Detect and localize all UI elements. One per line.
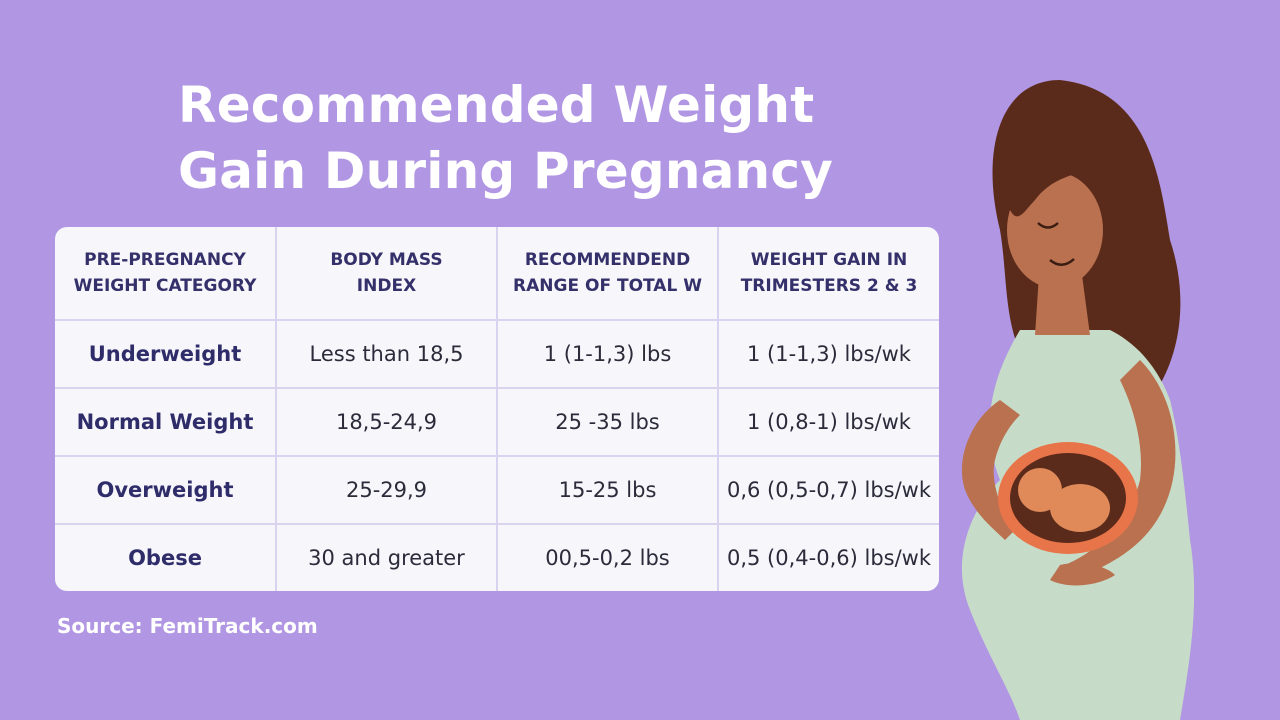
- category-cell: Underweight: [55, 319, 277, 389]
- category-cell: Obese: [55, 523, 277, 591]
- source-credit: Source: FemiTrack.com: [57, 614, 318, 638]
- header-bmi: BODY MASS INDEX: [275, 227, 498, 321]
- total-range-cell: 00,5-0,2 lbs: [496, 523, 719, 591]
- bmi-cell: 30 and greater: [275, 523, 498, 591]
- hair-front: [1010, 125, 1132, 217]
- pregnant-woman-illustration: [961, 80, 1195, 720]
- table-row: Obese 30 and greater 00,5-0,2 lbs 0,5 (0…: [55, 523, 939, 591]
- arm-front: [961, 400, 1020, 540]
- hand: [1050, 563, 1115, 586]
- header-category: PRE-PREGNANCY WEIGHT CATEGORY: [55, 227, 277, 321]
- category-cell: Overweight: [55, 455, 277, 525]
- total-range-cell: 1 (1-1,3) lbs: [496, 319, 719, 389]
- closed-eye: [1037, 222, 1059, 229]
- table-row: Underweight Less than 18,5 1 (1-1,3) lbs…: [55, 319, 939, 389]
- table-row: Normal Weight 18,5-24,9 25 -35 lbs 1 (0,…: [55, 387, 939, 457]
- weekly-gain-cell: 1 (1-1,3) lbs/wk: [717, 319, 939, 389]
- weekly-gain-cell: 1 (0,8-1) lbs/wk: [717, 387, 939, 457]
- weekly-gain-cell: 0,5 (0,4-0,6) lbs/wk: [717, 523, 939, 591]
- weekly-gain-cell: 0,6 (0,5-0,7) lbs/wk: [717, 455, 939, 525]
- title-line-2: Gain During Pregnancy: [178, 142, 833, 200]
- table-row: Overweight 25-29,9 15-25 lbs 0,6 (0,5-0,…: [55, 455, 939, 525]
- bmi-cell: 18,5-24,9: [275, 387, 498, 457]
- baby-body: [1050, 484, 1110, 532]
- total-range-cell: 25 -35 lbs: [496, 387, 719, 457]
- page-title: Recommended Weight Gain During Pregnancy: [178, 72, 833, 204]
- smile: [1049, 258, 1075, 266]
- table-header-row: PRE-PREGNANCY WEIGHT CATEGORY BODY MASS IN…: [55, 227, 939, 321]
- bmi-cell: Less than 18,5: [275, 319, 498, 389]
- arm-back: [1065, 360, 1176, 580]
- header-total-range: RECOMMENDEND RANGE OF TOTAL W: [496, 227, 719, 321]
- bmi-cell: 25-29,9: [275, 455, 498, 525]
- category-cell: Normal Weight: [55, 387, 277, 457]
- total-range-cell: 15-25 lbs: [496, 455, 719, 525]
- weight-gain-table: PRE-PREGNANCY WEIGHT CATEGORY BODY MASS IN…: [55, 227, 939, 591]
- title-line-1: Recommended Weight: [178, 76, 815, 134]
- baby-head: [1018, 468, 1062, 512]
- header-weekly-gain: WEIGHT GAIN IN TRIMESTERS 2 & 3: [717, 227, 939, 321]
- weight-gain-table-card: PRE-PREGNANCY WEIGHT CATEGORY BODY MASS IN…: [55, 227, 939, 591]
